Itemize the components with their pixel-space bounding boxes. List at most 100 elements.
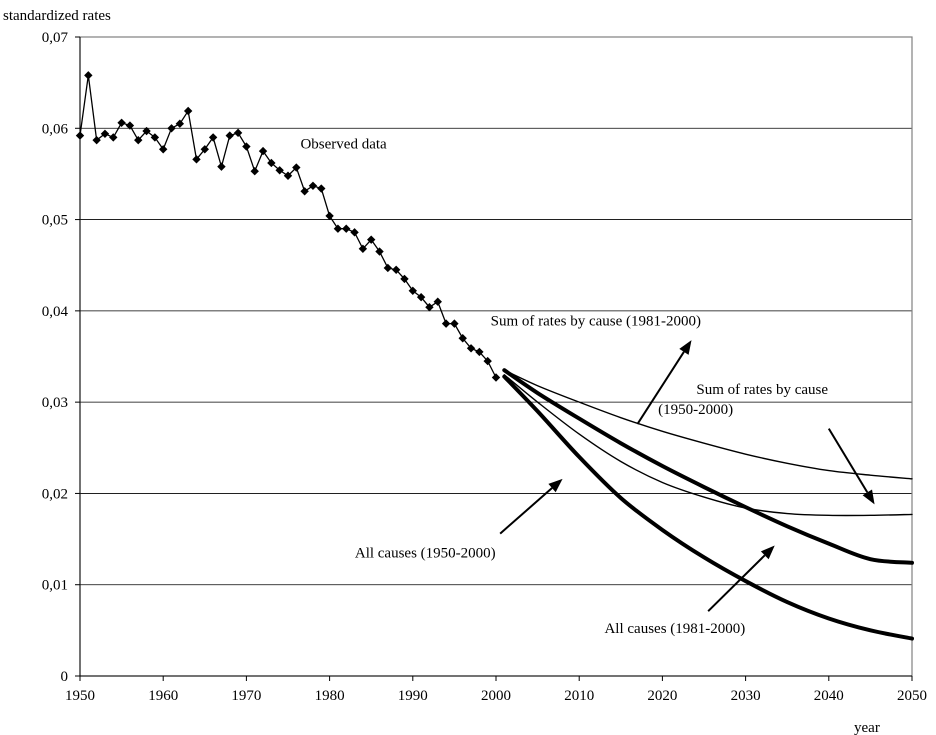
series-0-point-38	[391, 265, 401, 274]
series-0-point-29	[317, 184, 326, 193]
x-axis-label: year	[854, 720, 880, 735]
series-0-point-40	[408, 286, 417, 295]
series-0-point-22	[258, 146, 268, 156]
annotation-label-0: Observed data	[300, 136, 387, 152]
x-tick-label-5: 2000	[481, 688, 511, 704]
series-0-point-14	[192, 155, 201, 164]
series-0-point-9	[150, 133, 160, 142]
series-0-point-43	[433, 297, 442, 306]
series-0-point-19	[233, 128, 243, 138]
series-0-point-7	[134, 135, 143, 145]
annotations: Observed data Sum of rates by cause (1981…	[300, 136, 828, 637]
y-tick-label-1: 0,01	[42, 578, 68, 594]
arrow-head-2	[548, 478, 563, 493]
series-0-point-3	[100, 129, 110, 138]
series-3-line	[502, 368, 914, 565]
series-0-point-15	[200, 145, 209, 154]
arrow-shaft-1	[827, 428, 869, 493]
series-0-point-50	[491, 373, 501, 382]
series-0-point-39	[400, 274, 409, 284]
y-tick-label-4: 0,04	[42, 304, 69, 320]
series-0-point-4	[109, 133, 118, 142]
series-0-point-31	[333, 224, 343, 233]
annotation-label-4: All causes (1950-2000)	[355, 545, 496, 561]
series-0-point-24	[275, 166, 284, 175]
series-0-point-10	[159, 145, 168, 154]
y-axis-ticks: 0 0,01 0,02 0,03 0,04 0,05 0,06 0,07	[42, 30, 80, 685]
series-0-point-48	[475, 347, 484, 357]
series-0-point-37	[383, 263, 393, 273]
arrow-shaft-0	[636, 351, 685, 425]
series-0-point-34	[358, 244, 368, 253]
series-4-line	[502, 374, 914, 641]
series-0-point-25	[283, 171, 293, 180]
y-tick-label-6: 0,06	[42, 121, 69, 137]
x-tick-label-6: 2010	[564, 688, 594, 704]
series-0-point-32	[342, 224, 351, 233]
annotation-label-2: Sum of rates by cause	[696, 382, 828, 398]
x-tick-label-10: 2050	[897, 688, 927, 704]
x-tick-label-3: 1980	[315, 688, 345, 704]
x-tick-label-2: 1970	[231, 688, 261, 704]
y-tick-label-3: 0,03	[42, 395, 68, 411]
series-group	[75, 71, 914, 641]
series-0-point-35	[367, 235, 376, 244]
series-0-point-12	[175, 119, 185, 128]
series-0-point-47	[466, 344, 476, 353]
series-0-point-44	[441, 319, 451, 328]
arrow-head-0	[679, 340, 692, 355]
series-0-point-45	[450, 319, 459, 328]
series-0-point-23	[267, 158, 276, 168]
series-0-point-30	[325, 211, 334, 221]
x-axis-ticks: 1950 1960 1970 1980 1990 2000 2010 2020 2030 2040…	[65, 676, 927, 704]
series-0-point-11	[167, 124, 176, 133]
series-0-point-6	[125, 121, 135, 130]
annotation-arrows	[499, 340, 875, 612]
annotation-label-3: (1950-2000)	[658, 402, 733, 418]
series-0-point-49	[483, 356, 492, 366]
axes	[79, 37, 912, 677]
series-0-point-26	[292, 163, 301, 172]
x-tick-label-8: 2030	[731, 688, 761, 704]
series-2-line	[503, 374, 913, 517]
annotation-label-1: Sum of rates by cause (1981-2000)	[491, 313, 701, 329]
series-0-point-36	[375, 247, 384, 256]
series-0-point-1	[84, 71, 93, 80]
y-tick-label-0: 0	[61, 669, 69, 685]
series-0-point-17	[217, 162, 226, 171]
series-0-point-27	[300, 187, 309, 196]
series-0-point-16	[208, 133, 218, 142]
x-tick-label-7: 2020	[647, 688, 677, 704]
series-0-point-20	[242, 142, 251, 151]
plot-area	[79, 36, 913, 677]
series-0-point-33	[350, 228, 359, 237]
series-0-point-28	[308, 181, 318, 190]
series-0-point-42	[425, 303, 434, 312]
y-tick-label-7: 0,07	[42, 30, 69, 46]
series-0-point-0	[75, 131, 85, 140]
series-0-point-5	[117, 118, 126, 128]
series-0-point-41	[416, 292, 426, 302]
x-tick-label-1: 1960	[148, 688, 178, 704]
series-0-point-18	[225, 131, 234, 140]
x-tick-label-9: 2040	[814, 688, 844, 704]
y-axis-label: standardized rates	[3, 8, 111, 24]
series-1-line	[503, 369, 913, 480]
arrow-shaft-2	[499, 487, 553, 535]
series-0-point-13	[183, 106, 193, 116]
series-0-point-46	[458, 334, 467, 343]
series-0-point-8	[142, 126, 151, 136]
series-0-line	[79, 75, 497, 378]
y-tick-label-2: 0,02	[42, 486, 68, 502]
arrow-head-1	[862, 489, 875, 505]
arrow-head-3	[760, 545, 775, 560]
annotation-label-5: All causes (1981-2000)	[604, 621, 745, 637]
series-0-point-2	[92, 135, 101, 145]
x-tick-label-4: 1990	[398, 688, 428, 704]
y-tick-label-5: 0,05	[42, 213, 68, 229]
series-0-point-21	[250, 166, 259, 176]
gridlines	[80, 36, 912, 586]
x-tick-label-0: 1950	[65, 688, 95, 704]
arrow-shaft-3	[707, 554, 766, 612]
